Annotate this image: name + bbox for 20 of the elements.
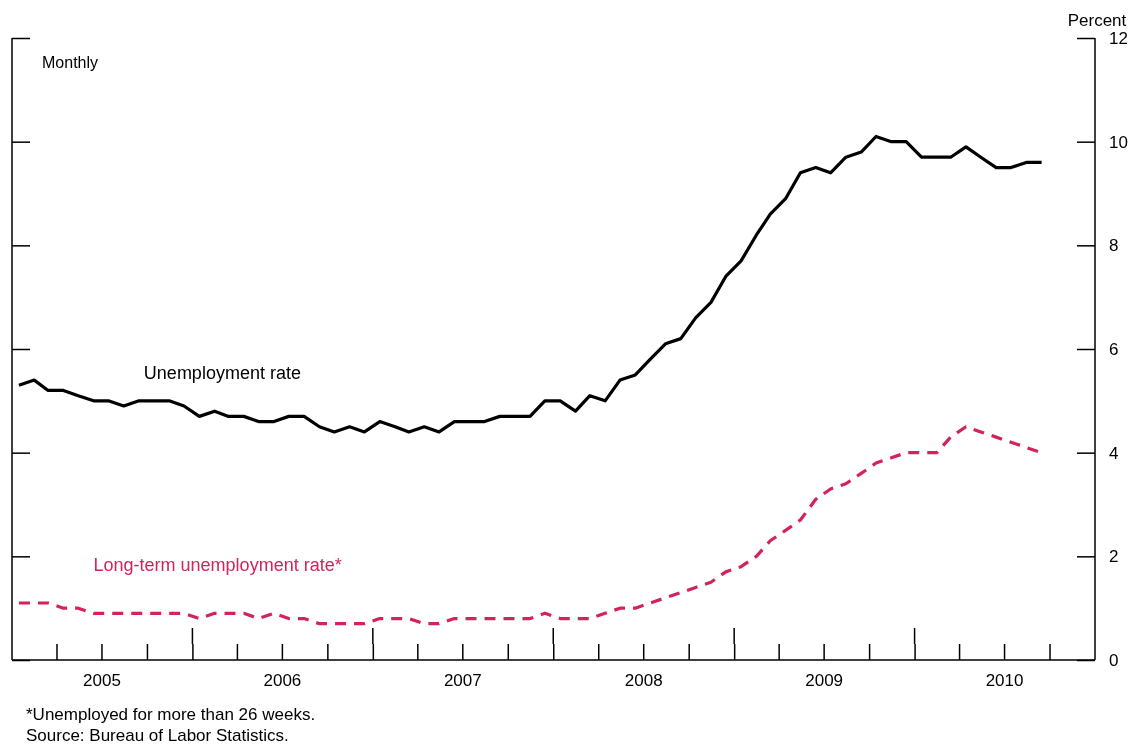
y-tick-label: 0 — [1109, 650, 1119, 670]
source-note: Source: Bureau of Labor Statistics. — [26, 726, 289, 745]
x-tick-label: 2007 — [443, 671, 482, 691]
y-tick-label: 2 — [1109, 547, 1119, 567]
text: *Unemployed for more than 26 weeks. — [26, 705, 316, 724]
x-tick-label: 2008 — [624, 671, 663, 691]
line-series — [17, 134, 1044, 434]
series-label: Unemployment rate — [143, 362, 301, 383]
x-tick-label: 2006 — [263, 671, 302, 691]
x-tick-label: 2010 — [985, 671, 1024, 691]
y-tick-label: 8 — [1109, 236, 1119, 256]
y-tick-label: 6 — [1109, 339, 1119, 359]
y-tick-label: 10 — [1109, 132, 1128, 152]
x-tick-label: 2009 — [805, 671, 844, 691]
annotation: Monthly — [42, 54, 99, 71]
x-tick-label: 2005 — [83, 671, 121, 691]
y-tick-label: 12 — [1109, 28, 1128, 48]
y-tick-label: 4 — [1109, 443, 1119, 463]
y-axis-title: Percent — [1067, 11, 1127, 30]
series-label: Long-term unemployment rate* — [93, 555, 342, 576]
